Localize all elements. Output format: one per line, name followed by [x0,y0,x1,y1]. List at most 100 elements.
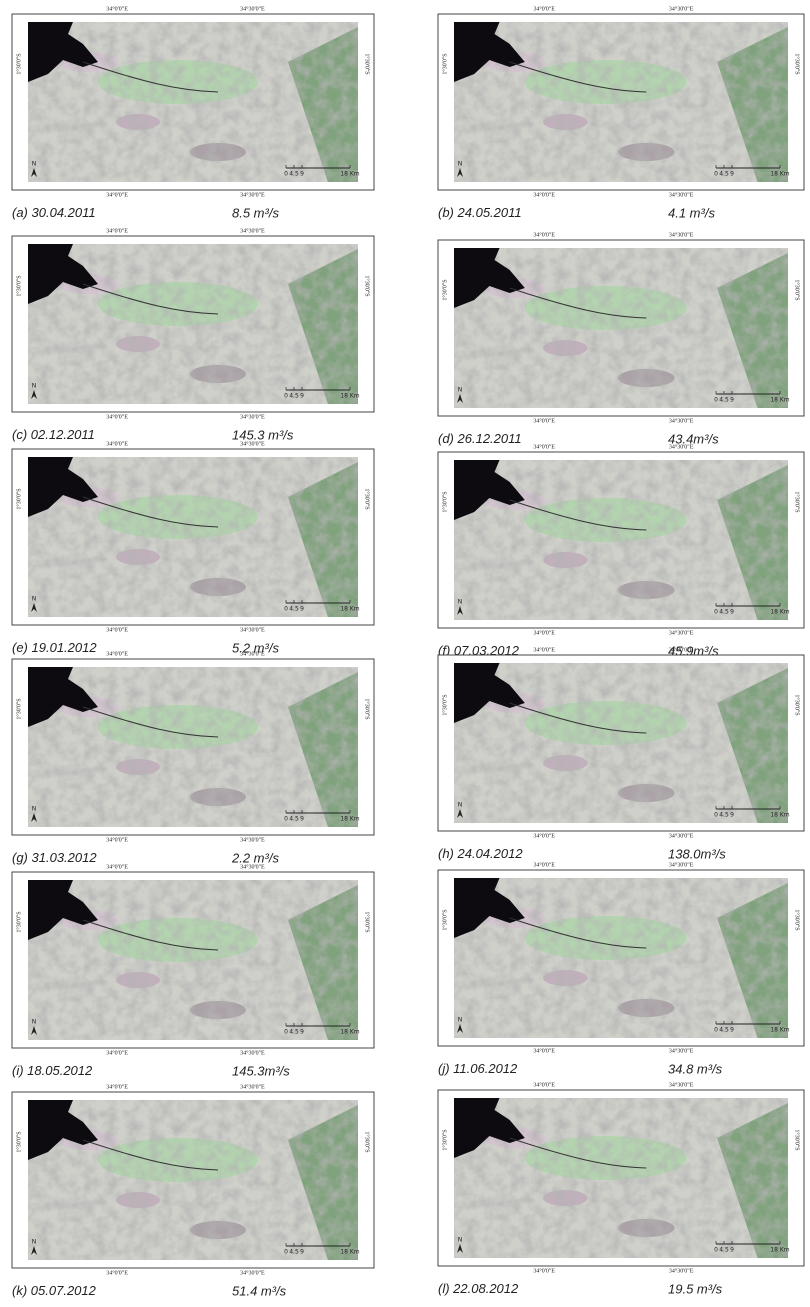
lat-label: 1°30'0"S [441,53,448,74]
panel-date: 30.04.2011 [32,205,96,220]
lon-label: 34°0'0"E [106,413,128,420]
lon-label: 34°0'0"E [533,5,555,12]
lon-label: 34°30'0"E [669,629,694,636]
scale-label: 18 Km [340,816,359,823]
scale-label: 18 Km [770,1247,789,1254]
lon-label: 34°0'0"E [533,1267,555,1274]
lon-label: 34°30'0"E [669,417,694,424]
caption-date: (e) 19.01.2012 [12,640,97,655]
caption-flow: 19.5 m³/s [668,1281,723,1296]
scale-label: 9 [300,606,304,613]
lat-label: 1°30'0"S [441,694,448,715]
lon-label: 34°0'0"E [106,863,128,870]
lon-label: 34°30'0"E [240,863,265,870]
lon-label: 34°0'0"E [106,227,128,234]
north-label: N [32,596,37,603]
lon-label: 34°0'0"E [533,1081,555,1088]
lon-label: 34°30'0"E [240,191,265,198]
lon-label: 34°30'0"E [240,1049,265,1056]
lon-label: 34°0'0"E [106,650,128,657]
lon-label: 34°30'0"E [669,861,694,868]
lat-label: 1°30'0"S [15,911,22,932]
scale-label: 18 Km [340,1249,359,1256]
panel-date: 11.06.2012 [453,1061,518,1076]
lon-label: 34°0'0"E [533,443,555,450]
scale-label: 9 [730,171,734,178]
caption-date: (b) 24.05.2011 [438,205,522,220]
lon-label: 34°0'0"E [533,629,555,636]
scale-label: 9 [730,1247,734,1254]
lat-label: 1°30'0"S [441,491,448,512]
north-label: N [458,161,463,168]
panel: 34°0'0"E 34°30'0"E 34°0'0"E 34°30'0"E 1°30'0… [12,440,374,655]
lat-label: 1°30'0"S [794,491,801,512]
scale-label: 4.5 [289,816,299,823]
panel-label: (l) [438,1281,450,1296]
lon-label: 34°30'0"E [240,227,265,234]
lon-label: 34°30'0"E [669,1081,694,1088]
scale-label: 4.5 [719,1247,729,1254]
scale-label: 4.5 [289,606,299,613]
scale-label: 0 [284,1249,288,1256]
lat-label: 1°30'0"S [794,53,801,74]
caption-date: (i) 18.05.2012 [12,1063,93,1078]
scale-label: 9 [300,393,304,400]
lat-label: 1°30'0"S [794,1129,801,1150]
scale-label: 4.5 [719,1027,729,1034]
scale-label: 0 [714,1027,718,1034]
panel: 34°0'0"E34°30'0"E34°0'0"E34°30'0"E1°30'0… [12,650,374,865]
caption-flow: 8.5 m³/s [232,205,279,220]
lat-label: 1°30'0"S [15,53,22,74]
lon-label: 34°30'0"E [240,440,265,447]
scale-label: 9 [730,609,734,616]
scale-label: 0 [714,609,718,616]
panel-label: (i) [12,1063,24,1078]
lon-label: 34°0'0"E [106,836,128,843]
lat-label: 1°30'0"S [364,275,371,296]
scale-label: 4.5 [719,171,729,178]
scale-label: 9 [730,397,734,404]
lon-label: 34°30'0"E [240,1269,265,1276]
lat-label: 1°30'0"S [364,488,371,509]
caption-date: (c) 02.12.2011 [12,427,95,442]
scale-label: 18 Km [770,171,789,178]
lon-label: 34°30'0"E [669,1047,694,1054]
caption-flow: 138.0m³/s [668,846,726,861]
panel-date: 02.12.2011 [31,427,95,442]
scale-label: 0 [284,393,288,400]
scale-label: 18 Km [340,393,359,400]
satellite-image [454,248,788,408]
lat-label: 1°30'0"S [364,1131,371,1152]
lon-label: 34°0'0"E [106,191,128,198]
lat-label: 1°30'0"S [364,53,371,74]
north-label: N [32,161,37,168]
lon-label: 34°30'0"E [669,1267,694,1274]
lon-label: 34°30'0"E [669,832,694,839]
lon-label: 34°30'0"E [240,626,265,633]
panel: 34°0'0"E34°30'0"E34°0'0"E34°30'0"E1°30'0… [438,231,804,446]
scale-label: 9 [300,1029,304,1036]
scale-label: 4.5 [289,1249,299,1256]
scale-label: 9 [730,812,734,819]
north-label: N [32,1239,37,1246]
panel-date: 22.08.2012 [452,1281,519,1296]
lat-label: 1°30'0"S [364,911,371,932]
scale-label: 18 Km [770,397,789,404]
lon-label: 34°0'0"E [106,626,128,633]
scale-label: 4.5 [719,609,729,616]
lon-label: 34°0'0"E [533,861,555,868]
satellite-image [454,22,788,182]
scale-label: 0 [284,1029,288,1036]
scale-label: 18 Km [340,171,359,178]
caption-flow: 145.3m³/s [232,1063,290,1078]
lat-label: 1°30'0"S [441,909,448,930]
scale-label: 0 [284,171,288,178]
caption-date: (h) 24.04.2012 [438,846,523,861]
panel-label: (d) [438,431,454,446]
scale-label: 4.5 [719,397,729,404]
caption-date: (a) 30.04.2011 [12,205,96,220]
lon-label: 34°0'0"E [533,832,555,839]
